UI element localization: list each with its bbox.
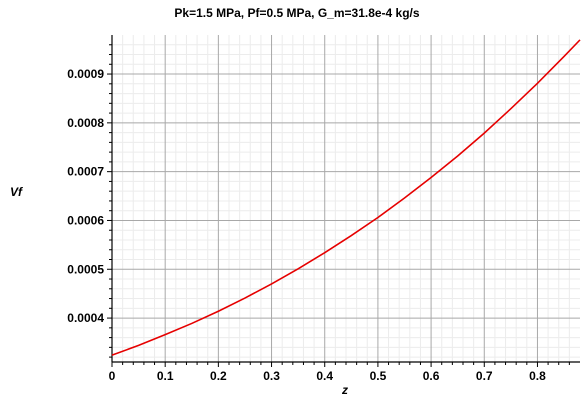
x-tick-label: 0.5	[370, 369, 387, 383]
x-axis-label: z	[341, 383, 348, 397]
x-axis-ticks: 0 0.1 0.2 0.3 0.4 0.5 0.6 0.7 0.8	[109, 362, 570, 383]
x-tick-label: 0	[109, 369, 116, 383]
x-tick-label: 0.2	[210, 369, 227, 383]
x-tick-label: 0.1	[157, 369, 174, 383]
x-tick-label: 0.7	[476, 369, 493, 383]
y-tick-label: 0.0008	[67, 116, 104, 130]
y-axis-ticks: 0.0004 0.0005 0.0006 0.0007 0.0008 0.0009	[67, 44, 112, 358]
y-tick-label: 0.0004	[67, 311, 104, 325]
grid	[112, 35, 580, 362]
x-tick-label: 0.4	[316, 369, 333, 383]
x-tick-label: 0.3	[263, 369, 280, 383]
y-tick-label: 0.0007	[67, 165, 104, 179]
y-axis-label: Vf	[10, 185, 23, 199]
y-tick-label: 0.0009	[67, 67, 104, 81]
chart-title: Pk=1.5 MPa, Pf=0.5 MPa, G_m=31.8e-4 kg/s	[174, 6, 419, 20]
x-tick-label: 0.8	[529, 369, 546, 383]
series-line	[111, 39, 581, 356]
y-tick-label: 0.0005	[67, 262, 104, 276]
y-tick-label: 0.0006	[67, 213, 104, 227]
x-tick-label: 0.6	[423, 369, 440, 383]
